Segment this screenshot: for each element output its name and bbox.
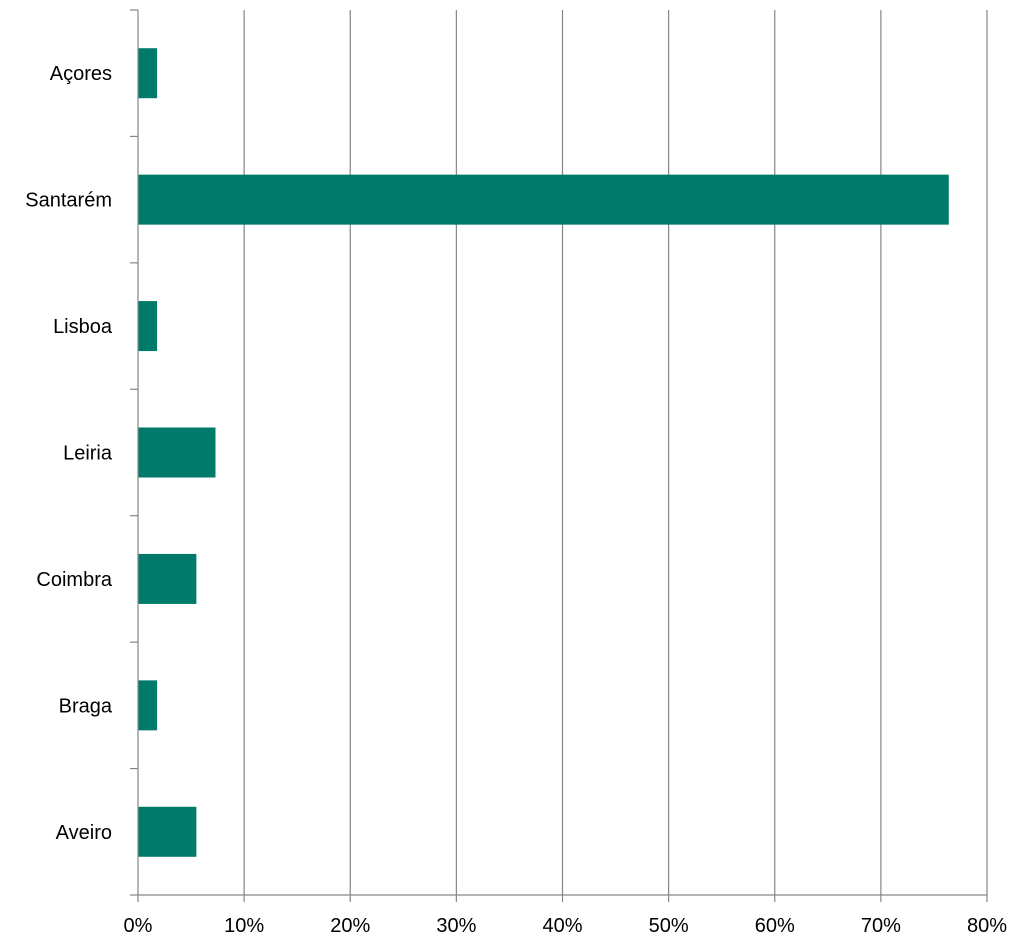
category-label: Coimbra — [36, 569, 112, 591]
x-tick-label: 10% — [224, 915, 264, 937]
x-tick-label: 50% — [649, 915, 689, 937]
axes — [130, 9, 988, 902]
labels: 0% 10% 20% 30% 40% 50% 60% 70% 80% Açores Santarém… — [25, 63, 1007, 937]
bars — [138, 48, 949, 857]
bar — [138, 806, 197, 857]
bar — [138, 680, 158, 731]
category-label: Açores — [50, 63, 112, 85]
x-tick-label: 80% — [967, 915, 1007, 937]
bar — [138, 48, 158, 99]
bar — [138, 553, 197, 604]
bar — [138, 174, 949, 225]
bar — [138, 427, 216, 478]
category-label: Leiria — [63, 443, 113, 465]
x-tick-label: 70% — [861, 915, 901, 937]
category-label: Santarém — [25, 190, 112, 212]
category-label: Braga — [59, 695, 113, 717]
gridlines — [243, 10, 988, 895]
x-tick-label: 30% — [436, 915, 476, 937]
x-tick-label: 20% — [330, 915, 370, 937]
category-label: Lisboa — [53, 316, 113, 338]
x-tick-label: 0% — [124, 915, 153, 937]
x-tick-label: 60% — [755, 915, 795, 937]
x-tick-label: 40% — [542, 915, 582, 937]
bar — [138, 301, 158, 352]
category-label: Aveiro — [56, 822, 112, 844]
